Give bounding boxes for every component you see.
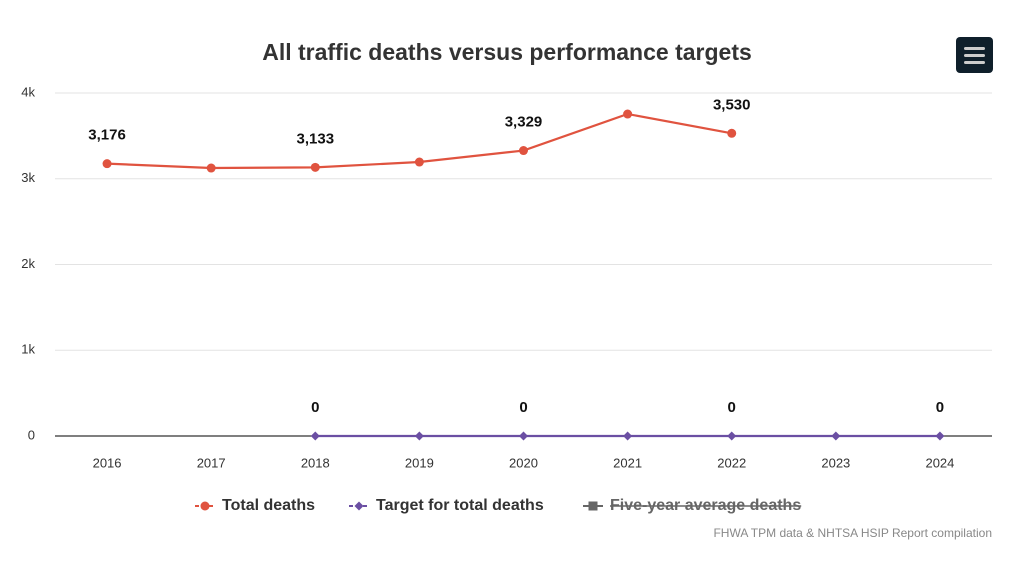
- data-label: 0: [936, 399, 944, 416]
- point: [519, 146, 528, 156]
- point: [414, 157, 424, 167]
- data-label: 0: [519, 399, 527, 416]
- y-tick-label: 0: [28, 427, 35, 442]
- menu-bar: [964, 54, 985, 57]
- point: [727, 128, 737, 138]
- x-tick-label: 2018: [301, 455, 330, 470]
- point: [588, 501, 598, 511]
- data-label: 3,530: [713, 96, 751, 113]
- x-tick-label: 2022: [717, 455, 746, 470]
- point: [206, 163, 216, 173]
- point: [414, 431, 424, 441]
- point: [354, 501, 364, 511]
- x-tick-label: 2017: [197, 455, 226, 470]
- x-tick-label: 2016: [93, 455, 122, 470]
- menu-button[interactable]: [956, 37, 993, 73]
- x-tick-label: 2024: [925, 455, 954, 470]
- x-tick-label: 2020: [509, 455, 538, 470]
- point: [727, 431, 737, 441]
- y-tick-label: 4k: [21, 84, 35, 99]
- data-label: 0: [311, 399, 319, 416]
- point: [310, 162, 320, 172]
- data-label: 3,176: [88, 127, 126, 144]
- legend-label[interactable]: Target for total deaths: [376, 497, 544, 514]
- data-label: 0: [728, 399, 736, 416]
- data-label: 3,329: [505, 114, 543, 131]
- menu-bar: [964, 61, 985, 64]
- y-tick-label: 3k: [21, 170, 35, 185]
- point: [623, 431, 633, 441]
- y-tick-label: 1k: [21, 342, 35, 357]
- point: [310, 431, 320, 441]
- chart-title: All traffic deaths versus performance ta…: [262, 39, 752, 65]
- point: [831, 431, 841, 441]
- x-tick-label: 2021: [613, 455, 642, 470]
- point: [935, 431, 945, 441]
- point: [623, 109, 633, 119]
- point: [200, 501, 210, 511]
- x-tick-label: 2019: [405, 455, 434, 470]
- point: [519, 431, 528, 441]
- x-tick-label: 2023: [821, 455, 850, 470]
- point: [102, 159, 112, 169]
- menu-bar: [964, 47, 985, 50]
- legend-label[interactable]: Total deaths: [222, 497, 315, 514]
- data-label: 3,133: [297, 130, 335, 147]
- y-tick-label: 2k: [21, 256, 35, 271]
- credits: FHWA TPM data & NHTSA HSIP Report compil…: [713, 526, 992, 540]
